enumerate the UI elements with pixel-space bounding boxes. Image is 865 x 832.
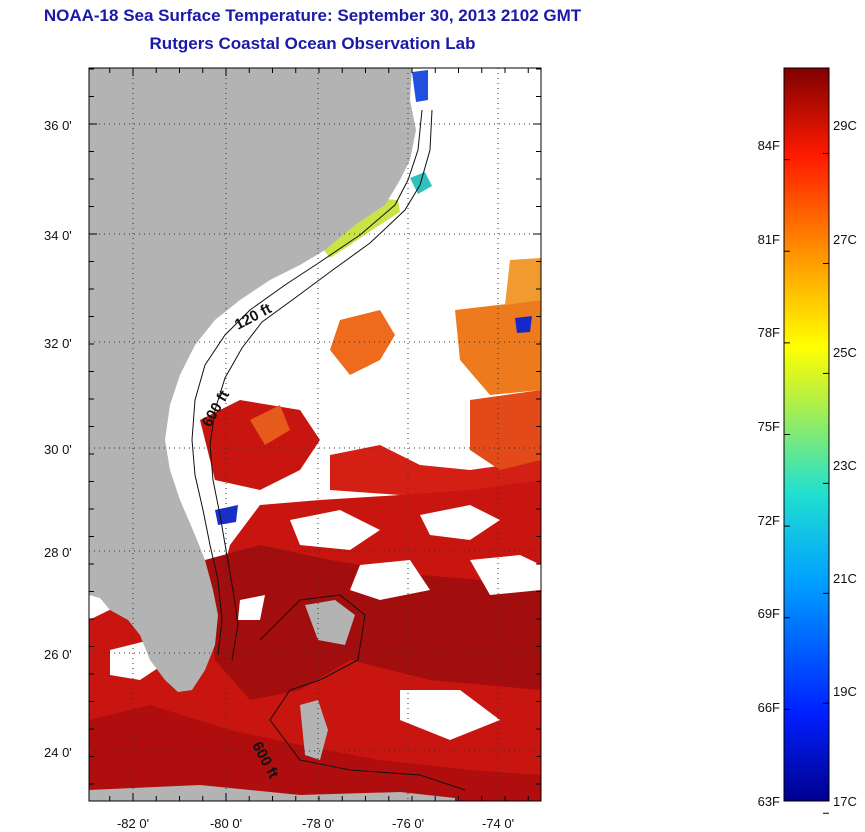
lat-tick-34: 34 0' bbox=[44, 228, 72, 243]
map-subtitle: Rutgers Coastal Ocean Observation Lab bbox=[149, 34, 476, 53]
lon-tick-76: -76 0' bbox=[392, 816, 424, 831]
contour-120ft bbox=[191, 109, 423, 656]
colorbar-label-78f: 78F bbox=[758, 325, 780, 340]
lon-tick-82: -82 0' bbox=[117, 816, 149, 831]
cuba-edge bbox=[89, 785, 455, 801]
contour-600ft bbox=[209, 109, 433, 661]
colorbar-label-27c: 27C bbox=[833, 232, 857, 247]
sst-colorbar bbox=[783, 67, 830, 802]
colorbar-label-75f: 75F bbox=[758, 419, 780, 434]
lat-tick-30: 30 0' bbox=[44, 442, 72, 457]
lat-tick-26: 26 0' bbox=[44, 647, 72, 662]
colorbar-label-72f: 72F bbox=[758, 513, 780, 528]
colorbar-label-25c: 25C bbox=[833, 345, 857, 360]
map-gridlines bbox=[89, 68, 541, 801]
lon-tick-74: -74 0' bbox=[482, 816, 514, 831]
map-frame bbox=[88, 67, 542, 802]
sst-blue-patch-east bbox=[515, 316, 532, 333]
bahamas-island-2 bbox=[300, 700, 328, 760]
lat-tick-24: 24 0' bbox=[44, 745, 72, 760]
colorbar-label-29c: 29C bbox=[833, 118, 857, 133]
sst-warm-region bbox=[89, 258, 541, 801]
sst-yellow-patch bbox=[318, 198, 400, 258]
map-title: NOAA-18 Sea Surface Temperature: Septemb… bbox=[43, 6, 582, 25]
colorbar-label-19c: 19C bbox=[833, 684, 857, 699]
colorbar-label-69f: 69F bbox=[758, 606, 780, 621]
land-mass bbox=[89, 68, 416, 692]
lat-tick-36: 36 0' bbox=[44, 118, 72, 133]
colorbar-label-81f: 81F bbox=[758, 232, 780, 247]
colorbar-label-17c: 17C bbox=[833, 794, 857, 809]
colorbar-label-66f: 66F bbox=[758, 700, 780, 715]
contour-bahamas bbox=[259, 594, 466, 791]
lon-tick-80: -80 0' bbox=[210, 816, 242, 831]
map-ticks bbox=[89, 68, 541, 801]
map-panel bbox=[89, 68, 541, 801]
sst-blue-patch-north bbox=[412, 70, 428, 102]
colorbar-ticks bbox=[784, 153, 829, 814]
colorbar-label-23c: 23C bbox=[833, 458, 857, 473]
colorbar-label-63f: 63F bbox=[758, 794, 780, 809]
colorbar-label-21c: 21C bbox=[833, 571, 857, 586]
lon-tick-78: -78 0' bbox=[302, 816, 334, 831]
lat-tick-28: 28 0' bbox=[44, 545, 72, 560]
colorbar-label-84f: 84F bbox=[758, 138, 780, 153]
lat-tick-32: 32 0' bbox=[44, 336, 72, 351]
